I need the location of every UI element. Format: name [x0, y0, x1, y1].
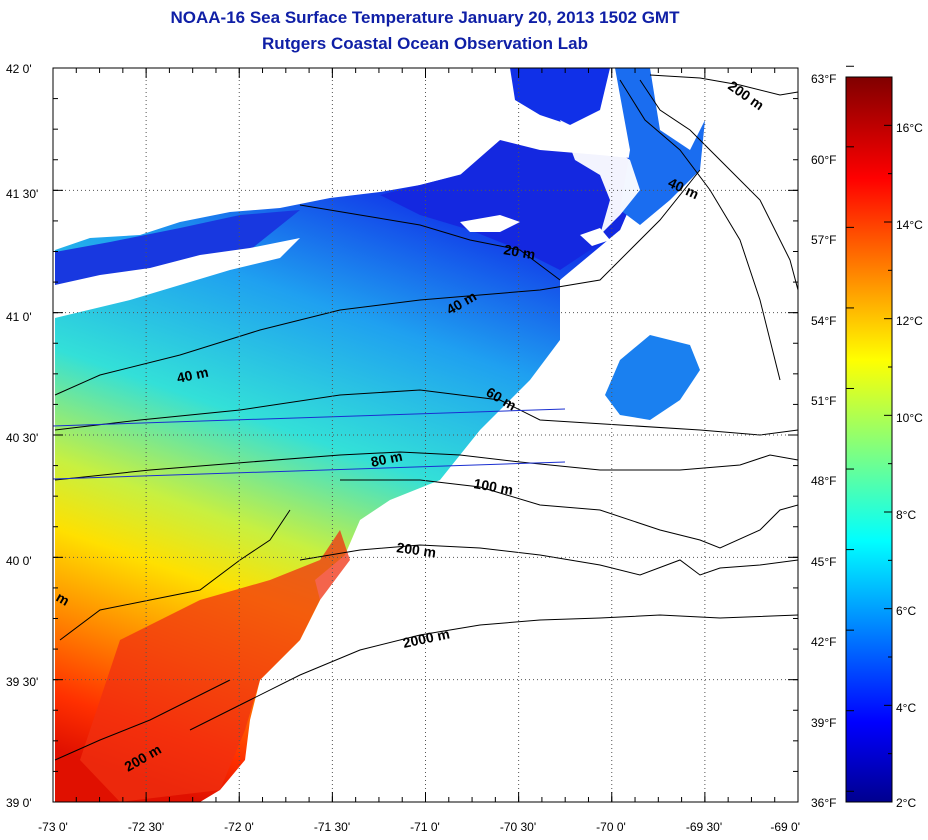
- fahrenheit-label: 48°F: [811, 474, 836, 488]
- cold-bay-region: [380, 140, 650, 270]
- fahrenheit-label: 39°F: [811, 716, 836, 730]
- fahrenheit-label: 51°F: [811, 394, 836, 408]
- colorbar: 63°F 60°F 57°F 54°F 51°F 48°F 45°F 42°F …: [811, 65, 923, 810]
- lat-label: 40 30': [6, 431, 38, 445]
- isobath-label: 40 m: [175, 364, 210, 386]
- land-cape-cod: [560, 120, 640, 235]
- transect-lines: [53, 408, 566, 480]
- celsius-labels: 16°C 14°C 12°C 10°C 8°C 6°C 4°C 2°C: [896, 121, 923, 810]
- isobath-80m: [54, 451, 798, 481]
- sst-map-area: 200 m 40 m 20 m 40 m 40 m 60 m 80 m 100 …: [53, 68, 798, 802]
- colorbar-ticks: [846, 65, 892, 803]
- isobath-40m-a: [54, 169, 701, 396]
- fahrenheit-label: 57°F: [811, 233, 836, 247]
- fahrenheit-label: 45°F: [811, 555, 836, 569]
- lat-label: 39 30': [6, 675, 38, 689]
- celsius-label: 12°C: [896, 314, 923, 328]
- lon-label: -69 30': [686, 820, 722, 834]
- lat-label: 39 0': [6, 796, 32, 810]
- land-long-island: [55, 238, 300, 318]
- isobath-label: 20 m: [502, 241, 536, 262]
- lon-label: -73 0': [38, 820, 68, 834]
- fahrenheit-label: 60°F: [811, 153, 836, 167]
- isobath-200m-ne: [649, 74, 798, 96]
- transect-line-1: [53, 408, 566, 427]
- latitude-labels: 42 0' 41 30' 41 0' 40 30' 40 0' 39 30' 3…: [6, 62, 38, 810]
- isobath-label: 200 m: [396, 539, 438, 560]
- isobath-cape-east: [639, 79, 798, 291]
- graticule-grid: [53, 68, 798, 802]
- lon-label: -72 30': [128, 820, 164, 834]
- isobath-label: 80 m: [369, 448, 404, 470]
- lat-label: 41 30': [6, 187, 38, 201]
- isobath-60m: [54, 389, 798, 436]
- fahrenheit-label: 54°F: [811, 314, 836, 328]
- fahrenheit-label: 36°F: [811, 796, 836, 810]
- celsius-label: 6°C: [896, 604, 916, 618]
- lon-label: -71 0': [410, 820, 440, 834]
- celsius-label: 10°C: [896, 411, 923, 425]
- isobath-label: 100 m: [472, 475, 514, 498]
- isobath-contours: [54, 74, 798, 761]
- isobath-20m: [299, 204, 561, 281]
- celsius-label: 4°C: [896, 701, 916, 715]
- map-title: NOAA-16 Sea Surface Temperature January …: [170, 8, 680, 27]
- lon-label: -72 0': [224, 820, 254, 834]
- isobath-200m: [299, 544, 798, 576]
- fahrenheit-label: 42°F: [811, 635, 836, 649]
- lat-label: 42 0': [6, 62, 32, 76]
- shoals-patch: [605, 335, 700, 420]
- isobath-2000m: [189, 614, 798, 731]
- transect-line-2: [53, 461, 566, 480]
- lon-label: -70 30': [500, 820, 536, 834]
- isobath-100m: [340, 479, 798, 549]
- colorbar-gradient: [845, 76, 893, 803]
- map-tick-marks: [52, 67, 799, 803]
- celsius-label: 14°C: [896, 218, 923, 232]
- lat-label: 41 0': [6, 310, 32, 324]
- land-nantucket: [580, 228, 610, 246]
- warm-core: [80, 530, 350, 802]
- lat-label: 40 0': [6, 554, 32, 568]
- fahrenheit-labels: 63°F 60°F 57°F 54°F 51°F 48°F 45°F 42°F …: [811, 72, 836, 810]
- cold-north-region: [510, 68, 610, 125]
- isobath-200m-sw: [54, 679, 231, 761]
- lon-label: -69 0': [770, 820, 800, 834]
- land-marthas-vineyard: [460, 215, 520, 232]
- lon-label: -71 30': [314, 820, 350, 834]
- lon-label: -70 0': [596, 820, 626, 834]
- land-mainland: [53, 68, 500, 245]
- longitude-labels: -73 0' -72 30' -72 0' -71 30' -71 0' -70…: [38, 820, 800, 834]
- celsius-label: 8°C: [896, 508, 916, 522]
- celsius-label: 16°C: [896, 121, 923, 135]
- fahrenheit-label: 63°F: [811, 72, 836, 86]
- celsius-label: 2°C: [896, 796, 916, 810]
- isobath-shelf-inner: [59, 509, 291, 641]
- map-subtitle: Rutgers Coastal Ocean Observation Lab: [262, 34, 588, 53]
